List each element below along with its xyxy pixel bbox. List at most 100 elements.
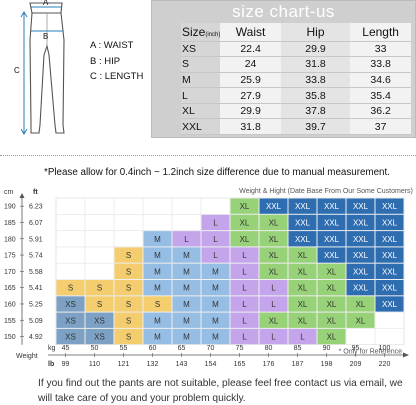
size-cell-m [172, 247, 201, 263]
size-cell-label: M [154, 235, 161, 244]
size-chart: size chart-us Size(inch) Waist Hip Lengt… [151, 0, 416, 138]
size-cell-label: XL [269, 235, 279, 244]
length-cell: 33.8 [350, 56, 411, 73]
size-cell-label: L [213, 235, 218, 244]
size-cell-xxl [375, 214, 404, 231]
size-cell-label: XXL [324, 218, 340, 227]
weight-kg-tick: 50 [91, 345, 99, 352]
size-cell-label: XL [327, 300, 337, 309]
weight-kg-tick: 60 [149, 345, 157, 352]
weight-kg-tick: 100 [379, 345, 391, 352]
size-cell-l [230, 280, 259, 296]
size-cell-xs [85, 312, 114, 328]
hip-cell: 33.8 [280, 72, 351, 89]
size-cell-label: L [242, 251, 247, 260]
size-cell-label: XXL [382, 235, 398, 244]
hip-cell: 29.9 [280, 41, 351, 58]
size-row: L 27.9 35.8 35.4 [181, 87, 411, 104]
size-cell-xxl [346, 198, 375, 214]
height-ft-tick: 6.23 [29, 204, 43, 211]
size-cell-label: M [183, 333, 190, 342]
size-cell-s [56, 280, 85, 296]
size-cell-label: XL [240, 235, 250, 244]
size-cell-label: XL [327, 267, 337, 276]
size-cell-label: XXL [266, 202, 282, 211]
waist-cell: 22.4 [220, 41, 281, 58]
ft-axis-label: ft [33, 189, 38, 196]
size-cell-s [114, 296, 143, 312]
size-cell-m [143, 328, 172, 345]
weight-kg-tick: 80 [265, 345, 273, 352]
size-cell-xxl [375, 296, 404, 312]
size-cell-xxl [346, 263, 375, 279]
height-ft-tick: 5.41 [29, 285, 43, 292]
size-cell-label: S [126, 267, 131, 276]
size-cell-label: XL [298, 284, 308, 293]
legend-hip: B : HIP [90, 56, 121, 67]
size-cell-xl [288, 263, 317, 279]
size-cell-label: S [126, 284, 131, 293]
size-cell-l [172, 231, 201, 247]
height-cm-tick: 175 [4, 253, 16, 260]
size-chart-title: size chart-us [232, 2, 335, 21]
size-cell-m [172, 328, 201, 345]
size-cell-xl [230, 198, 259, 214]
size-cell-label: M [154, 267, 161, 276]
size-cell-label: M [183, 267, 190, 276]
height-cm-tick: 190 [4, 204, 16, 211]
size-cell-label: XL [356, 316, 366, 325]
size-cell-label: M [154, 333, 161, 342]
weight-lb-tick: 198 [321, 361, 333, 368]
size-cell-xl [288, 280, 317, 296]
size-cell-xxl [346, 247, 375, 263]
size-cell-label: S [126, 251, 131, 260]
size-cell-label: XXL [324, 251, 340, 260]
size-cell-label: M [212, 316, 219, 325]
height-cm-tick: 185 [4, 220, 16, 227]
size-cell: XL [181, 103, 221, 120]
size-cell-xxl [317, 198, 346, 214]
size-cell-label: M [154, 284, 161, 293]
size-cell-l [259, 280, 288, 296]
height-axis-arrow [19, 193, 25, 198]
size-cell-label: XS [65, 316, 76, 325]
size-cell-label: L [242, 333, 247, 342]
size-cell-label: XL [269, 267, 279, 276]
size-cell-xxl [288, 231, 317, 247]
size-cell-label: XXL [382, 284, 398, 293]
size-cell-label: S [97, 284, 102, 293]
waist-cell: 25.9 [220, 72, 281, 89]
size-cell-xxl [375, 198, 404, 214]
size-chart-table: Size(inch) Waist Hip Length XS 22.4 29.9… [181, 23, 411, 136]
waist-cell: 24 [220, 56, 281, 73]
hip-header: Hip [280, 23, 351, 42]
size-cell-label: XL [327, 284, 337, 293]
size-cell: L [181, 87, 221, 104]
size-cell-m [172, 296, 201, 312]
size-cell: S [181, 56, 221, 73]
weight-lb-tick: 220 [379, 361, 391, 368]
weight-axis-arrow [403, 352, 409, 358]
size-cell-label: XXL [353, 202, 369, 211]
size-cell-label: XL [298, 300, 308, 309]
size-cell-label: L [271, 300, 276, 309]
size-cell-l [230, 263, 259, 279]
weight-lb-tick: 121 [118, 361, 130, 368]
size-cell-m [201, 296, 230, 312]
size-cell-xl [259, 247, 288, 263]
height-cm-tick: 155 [4, 318, 16, 325]
size-cell-xl [317, 280, 346, 296]
hip-marker-label: B [43, 32, 49, 41]
length-arrow-top [20, 11, 28, 18]
size-cell-label: M [212, 333, 219, 342]
size-cell-xxl [346, 214, 375, 231]
size-cell-m [143, 231, 172, 247]
size-cell-label: XXL [353, 235, 369, 244]
size-cell-label: XS [94, 333, 105, 342]
measurement-note: *Please allow for 0.4inch ~ 1.2inch size… [44, 167, 390, 178]
size-cell-label: L [300, 333, 305, 342]
size-row: XS 22.4 29.9 33 [181, 41, 411, 58]
waist-header: Waist [220, 23, 281, 42]
size-cell-label: XL [269, 316, 279, 325]
size-cell-label: M [154, 316, 161, 325]
